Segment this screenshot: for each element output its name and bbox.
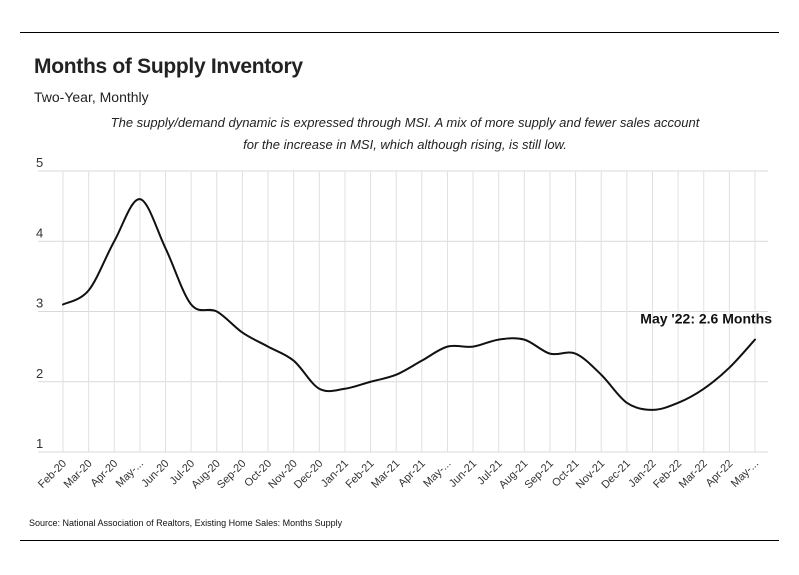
source-note: Source: National Association of Realtors… — [29, 518, 343, 528]
data-point — [702, 387, 705, 390]
x-tick-label: Jun-21 — [447, 458, 479, 490]
data-point — [677, 401, 680, 404]
x-tick-label: Dec-21 — [599, 458, 633, 492]
y-tick-label: 4 — [36, 225, 43, 240]
data-point — [190, 303, 193, 306]
data-point — [395, 373, 398, 376]
series-line — [62, 198, 756, 411]
data-point — [728, 366, 731, 369]
chart-description-line-2: for the increase in MSI, which although … — [243, 137, 567, 152]
data-point — [420, 359, 423, 362]
x-tick-label: May-... — [421, 458, 453, 490]
data-point — [164, 247, 167, 250]
data-point — [523, 338, 526, 341]
data-point — [369, 380, 372, 383]
x-tick-label: May-... — [729, 458, 761, 490]
chart-subtitle: Two-Year, Monthly — [34, 89, 149, 105]
y-tick-label: 1 — [36, 436, 43, 451]
x-tick-label: Jun-20 — [139, 458, 171, 490]
data-point — [87, 289, 90, 292]
x-tick-label: Dec-20 — [292, 458, 326, 492]
data-point — [446, 345, 449, 348]
data-point — [318, 387, 321, 390]
x-tick-label: Sep-20 — [215, 458, 249, 492]
data-point — [625, 401, 628, 404]
grid — [38, 170, 768, 453]
x-tick-label: Sep-21 — [523, 458, 557, 492]
data-point — [472, 345, 475, 348]
data-point — [267, 345, 270, 348]
data-point — [241, 331, 244, 334]
data-annotation: May '22: 2.6 Months — [640, 311, 772, 327]
data-point — [138, 198, 141, 201]
x-tick-label: Apr-20 — [89, 458, 121, 490]
x-axis: Feb-20Mar-20Apr-20May-...Jun-20Jul-20Aug… — [36, 458, 761, 492]
y-tick-label: 3 — [36, 296, 43, 311]
data-point — [754, 338, 757, 341]
data-point — [651, 408, 654, 411]
data-point — [62, 303, 65, 306]
annotations: May '22: 2.6 Months — [640, 311, 772, 327]
x-tick-label: May-... — [114, 458, 146, 490]
data-point — [343, 387, 346, 390]
y-axis: 1 2 3 4 5 — [36, 155, 43, 451]
x-tick-label: Apr-22 — [704, 458, 736, 490]
x-tick-label: Mar-21 — [369, 458, 402, 491]
chart-title: Months of Supply Inventory — [34, 55, 303, 78]
bottom-rule — [20, 540, 779, 541]
x-tick-label: Apr-21 — [396, 458, 428, 490]
x-tick-label: Mar-22 — [677, 458, 710, 491]
data-point — [497, 338, 500, 341]
data-point — [215, 310, 218, 313]
y-tick-label: 2 — [36, 366, 43, 381]
y-tick-label: 5 — [36, 155, 43, 170]
x-tick-label: Mar-20 — [62, 458, 95, 491]
data-point — [574, 352, 577, 355]
top-rule — [20, 32, 779, 33]
data-point — [113, 240, 116, 243]
data-point — [292, 359, 295, 362]
data-point — [600, 373, 603, 376]
chart-description-line-1: The supply/demand dynamic is expressed t… — [110, 115, 700, 130]
series — [62, 198, 757, 411]
data-point — [548, 352, 551, 355]
